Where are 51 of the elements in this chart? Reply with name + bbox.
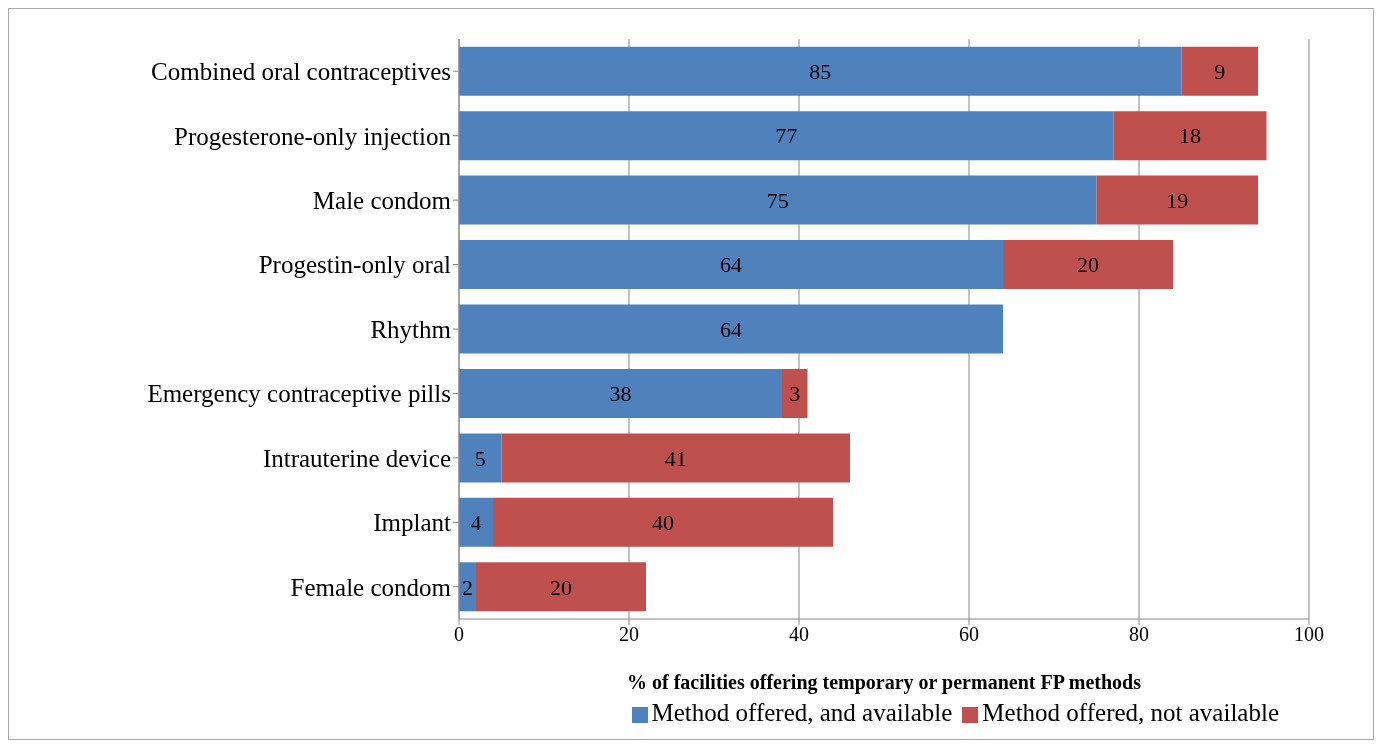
x-tick-label: 40 [789, 623, 809, 646]
bar [459, 111, 1114, 161]
bar [501, 433, 850, 483]
y-tick-label: Emergency contraceptive pills [147, 380, 451, 408]
data-label: 3 [789, 381, 801, 407]
x-axis-title: % of facilities offering temporary or permanent FP methods [627, 671, 1142, 694]
data-label: 75 [766, 187, 789, 213]
y-tick-label: Rhythm [370, 315, 452, 343]
y-tick-label: Female condom [290, 573, 452, 601]
y-tick-label: Progesterone-only injection [173, 122, 452, 150]
data-label: 64 [720, 316, 742, 342]
data-label: 41 [664, 445, 687, 471]
data-label: 9 [1214, 59, 1226, 85]
bar [459, 46, 1182, 96]
x-tick-label: 100 [1294, 623, 1324, 646]
data-label: 85 [809, 59, 832, 85]
x-tick-label: 0 [454, 623, 464, 646]
y-tick-label: Progestin-only oral [258, 251, 452, 279]
bar [1003, 240, 1173, 290]
data-label: 40 [652, 510, 674, 536]
bar [459, 240, 1003, 290]
data-label: 19 [1166, 187, 1189, 213]
bar [459, 175, 1097, 225]
bar [459, 304, 1003, 354]
bar [493, 497, 833, 547]
x-tick-label: 20 [619, 623, 639, 646]
legend-label: Method offered, and available [651, 699, 953, 726]
bar [459, 497, 493, 547]
x-tick-label: 60 [959, 623, 979, 646]
data-label: 2 [462, 574, 473, 600]
data-label: 20 [550, 574, 572, 600]
bar [476, 562, 646, 612]
data-label: 64 [720, 252, 742, 278]
bar [1181, 46, 1258, 96]
bar [459, 433, 502, 483]
data-label: 77 [775, 123, 798, 149]
legend-label: Method offered, not available [982, 699, 1279, 726]
bar [1096, 175, 1258, 225]
data-label: 4 [470, 510, 482, 536]
data-label: 38 [609, 381, 632, 407]
data-label: 20 [1077, 252, 1099, 278]
y-tick-label: Implant [373, 509, 452, 537]
bar [459, 368, 782, 418]
x-tick-label: 80 [1129, 623, 1149, 646]
bar [782, 368, 808, 418]
data-label: 5 [474, 445, 486, 471]
y-tick-label: Intrauterine device [262, 444, 451, 472]
bar [1113, 111, 1267, 161]
y-tick-label: Combined oral contraceptives [151, 58, 451, 86]
data-label: 18 [1179, 123, 1201, 149]
y-tick-label: Male condom [312, 186, 452, 214]
